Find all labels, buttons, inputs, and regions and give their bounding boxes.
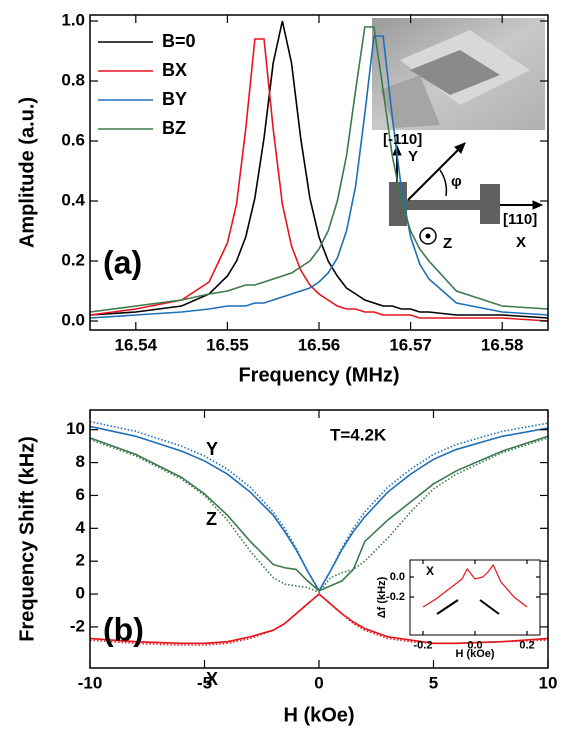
annotation: (b) bbox=[103, 611, 144, 647]
annotation: φ bbox=[451, 173, 462, 190]
data-line bbox=[422, 563, 528, 608]
chart-panel: -0.2 0.0 0.2-0.20.0H (kOe)Δf (kHz)X bbox=[376, 559, 541, 660]
legend-label: BZ bbox=[162, 118, 186, 138]
y-tick-label: 6 bbox=[76, 485, 85, 504]
annotation: Z bbox=[206, 509, 217, 529]
data-line bbox=[90, 437, 548, 594]
data-line bbox=[90, 35, 548, 319]
x-tick-label: 16.56 bbox=[298, 336, 341, 355]
annotation: (a) bbox=[103, 244, 142, 280]
annotation: X bbox=[426, 564, 434, 578]
x-tick-label: -0.2 bbox=[414, 639, 433, 651]
x-tick-label: -10 bbox=[78, 674, 103, 693]
y-tick-label: 0 bbox=[76, 584, 85, 603]
y-tick-label: 0.8 bbox=[61, 70, 85, 89]
y-tick-label: 1.0 bbox=[61, 10, 85, 29]
chart-panel: -10 -5 0 5 10 -2 0 2 4 6 8 10 H (kOe) Frequency Shift… bbox=[16, 409, 558, 726]
x-tick-label: 16.55 bbox=[206, 336, 249, 355]
annotation: [110] bbox=[503, 211, 537, 228]
x-tick-label: 0.2 bbox=[519, 639, 534, 651]
x-tick-label: 5 bbox=[429, 674, 438, 693]
data-line bbox=[90, 592, 548, 646]
sem-photo bbox=[372, 18, 545, 130]
data-line bbox=[90, 420, 548, 593]
x-tick-label: 16.54 bbox=[115, 336, 158, 355]
x-tick-label: -5 bbox=[197, 674, 212, 693]
y-tick-label: 10 bbox=[66, 419, 85, 438]
y-tick-label: 0.4 bbox=[61, 190, 85, 209]
inset-marker bbox=[479, 599, 500, 615]
legend-label: BY bbox=[162, 89, 187, 109]
annotation: Y bbox=[408, 148, 418, 165]
x-tick-label: 0 bbox=[314, 674, 323, 693]
inset-marker bbox=[436, 599, 459, 615]
data-line bbox=[90, 38, 548, 322]
x-tick-label: 16.57 bbox=[389, 336, 432, 355]
y-axis-title: Δf (kHz) bbox=[376, 576, 388, 618]
data-line bbox=[90, 20, 548, 319]
x-axis-title: H (kOe) bbox=[455, 648, 494, 660]
annotation: X bbox=[516, 234, 526, 251]
y-tick-label: 8 bbox=[76, 452, 85, 471]
annotation: T=4.2K bbox=[330, 425, 387, 444]
y-tick-label: 4 bbox=[76, 518, 86, 537]
y-tick-label: 0.0 bbox=[390, 571, 405, 583]
x-tick-label: 16.58 bbox=[481, 336, 524, 355]
annotation: X bbox=[206, 669, 218, 689]
annotation: Z bbox=[443, 235, 452, 252]
chart-panel: 16.54 16.55 16.56 16.57 16.58 0.0 0.2 0.4 0.6 0.8… bbox=[16, 10, 549, 386]
legend-label: BX bbox=[162, 60, 187, 80]
y-tick-label: 0.2 bbox=[61, 250, 85, 269]
y-tick-label: 2 bbox=[76, 551, 85, 570]
annotation: [-110] bbox=[383, 131, 422, 148]
y-tick-label: -0.2 bbox=[386, 591, 405, 603]
y-axis-title: Amplitude (a.u.) bbox=[16, 97, 38, 248]
data-line bbox=[90, 435, 548, 592]
x-tick-label: 10 bbox=[539, 674, 558, 693]
data-line bbox=[90, 26, 548, 313]
x-axis-title: Frequency (MHz) bbox=[238, 364, 399, 386]
x-tick-label: 0.0 bbox=[467, 639, 482, 651]
y-axis-title: Frequency Shift (kHz) bbox=[16, 436, 38, 642]
legend-label: B=0 bbox=[162, 31, 196, 51]
y-tick-label: 0.0 bbox=[61, 310, 85, 329]
inset-background bbox=[410, 560, 540, 635]
x-axis-title: H (kOe) bbox=[283, 704, 354, 726]
y-tick-label: -2 bbox=[70, 616, 85, 635]
annotation: Y bbox=[206, 439, 218, 459]
y-tick-label: 0.6 bbox=[61, 130, 85, 149]
